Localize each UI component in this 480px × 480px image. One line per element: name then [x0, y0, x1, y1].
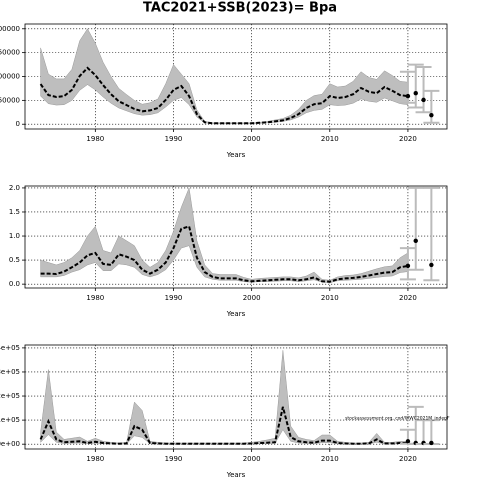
forecast-point: [421, 97, 426, 103]
y-tick-label: 3e+05: [0, 368, 20, 376]
y-tick-label: 150000: [0, 49, 20, 57]
forecast-point: [405, 263, 411, 269]
x-tick-label: 2000: [243, 135, 261, 143]
y-tick-label: 50000: [0, 96, 20, 104]
x-tick-label: 1990: [165, 455, 183, 463]
estimate-line: [39, 66, 409, 125]
confidence-band: [40, 350, 409, 445]
y-tick-label: 2.0: [9, 184, 20, 192]
y-tick-label: 0: [16, 120, 20, 128]
estimate-line: [39, 406, 408, 445]
y-tick-label: 1e+05: [0, 416, 20, 424]
y-tick-label: 0.0: [9, 280, 20, 288]
forecast-point: [413, 91, 418, 96]
forecast-point: [429, 262, 434, 268]
figure-title: TAC2021+SSB(2023)= Bpa: [143, 1, 337, 16]
plot-frame: [24, 185, 448, 289]
x-tick-label: 2020: [399, 135, 417, 143]
x-axis-label: Years: [226, 471, 246, 479]
forecast-point: [405, 93, 411, 99]
x-tick-label: 1980: [86, 135, 104, 143]
x-tick-label: 1990: [165, 135, 183, 143]
x-axis-label: Years: [226, 151, 246, 159]
y-tick-label: 4e+05: [0, 344, 20, 352]
y-tick-label: 0e+00: [0, 440, 20, 448]
x-tick-label: 2000: [243, 294, 261, 302]
y-tick-label: 1.5: [9, 208, 20, 216]
forecast-point: [405, 439, 411, 444]
x-tick-label: 2000: [243, 455, 261, 463]
x-tick-label: 1980: [86, 455, 104, 463]
y-tick-label: 1.0: [9, 232, 20, 240]
plot-frame: [24, 23, 448, 130]
plot-frame: [24, 344, 448, 450]
forecast-point: [429, 112, 434, 118]
forecast-point: [413, 238, 418, 244]
x-tick-label: 2010: [321, 135, 339, 143]
x-tick-label: 2020: [399, 294, 417, 302]
confidence-band: [40, 28, 409, 125]
y-tick-label: 0.5: [9, 256, 20, 264]
y-tick-label: 100000: [0, 73, 20, 81]
y-tick-label: 2e+05: [0, 392, 20, 400]
x-tick-label: 2010: [321, 455, 339, 463]
x-tick-label: 2020: [399, 455, 417, 463]
x-tick-label: 1990: [165, 294, 183, 302]
annotation: stockassessment.org, cod/WWC2021M_indepF: [345, 416, 450, 422]
forecast-point: [429, 440, 434, 446]
x-tick-label: 2010: [321, 294, 339, 302]
confidence-band: [40, 186, 409, 283]
estimate-line: [40, 225, 409, 283]
x-axis-label: Years: [226, 310, 246, 318]
x-tick-label: 1980: [86, 294, 104, 302]
